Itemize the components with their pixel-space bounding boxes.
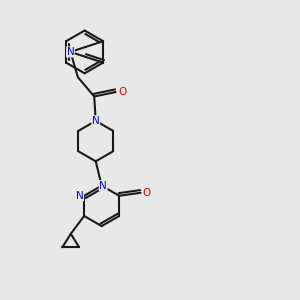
Text: N: N: [92, 116, 100, 126]
Text: N: N: [99, 181, 107, 191]
Text: N: N: [67, 47, 74, 57]
Text: O: O: [118, 87, 126, 97]
Text: O: O: [142, 188, 151, 198]
Text: N: N: [76, 191, 84, 201]
